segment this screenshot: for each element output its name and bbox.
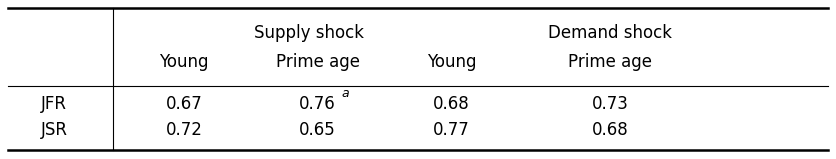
Text: 0.67: 0.67 — [166, 95, 202, 113]
Text: JSR: JSR — [41, 121, 68, 138]
Text: 0.65: 0.65 — [299, 121, 336, 138]
Text: Prime age: Prime age — [568, 53, 652, 71]
Text: 0.72: 0.72 — [166, 121, 202, 138]
Text: Prime age: Prime age — [276, 53, 359, 71]
Text: 0.73: 0.73 — [592, 95, 629, 113]
Text: a: a — [341, 86, 349, 100]
Text: JFR: JFR — [41, 95, 68, 113]
Text: 0.68: 0.68 — [433, 95, 470, 113]
Text: 0.68: 0.68 — [592, 121, 629, 138]
Text: Young: Young — [159, 53, 209, 71]
Text: 0.76: 0.76 — [299, 95, 336, 113]
Text: Demand shock: Demand shock — [548, 24, 672, 42]
Text: 0.77: 0.77 — [433, 121, 470, 138]
Text: Supply shock: Supply shock — [254, 24, 364, 42]
Text: Young: Young — [426, 53, 477, 71]
